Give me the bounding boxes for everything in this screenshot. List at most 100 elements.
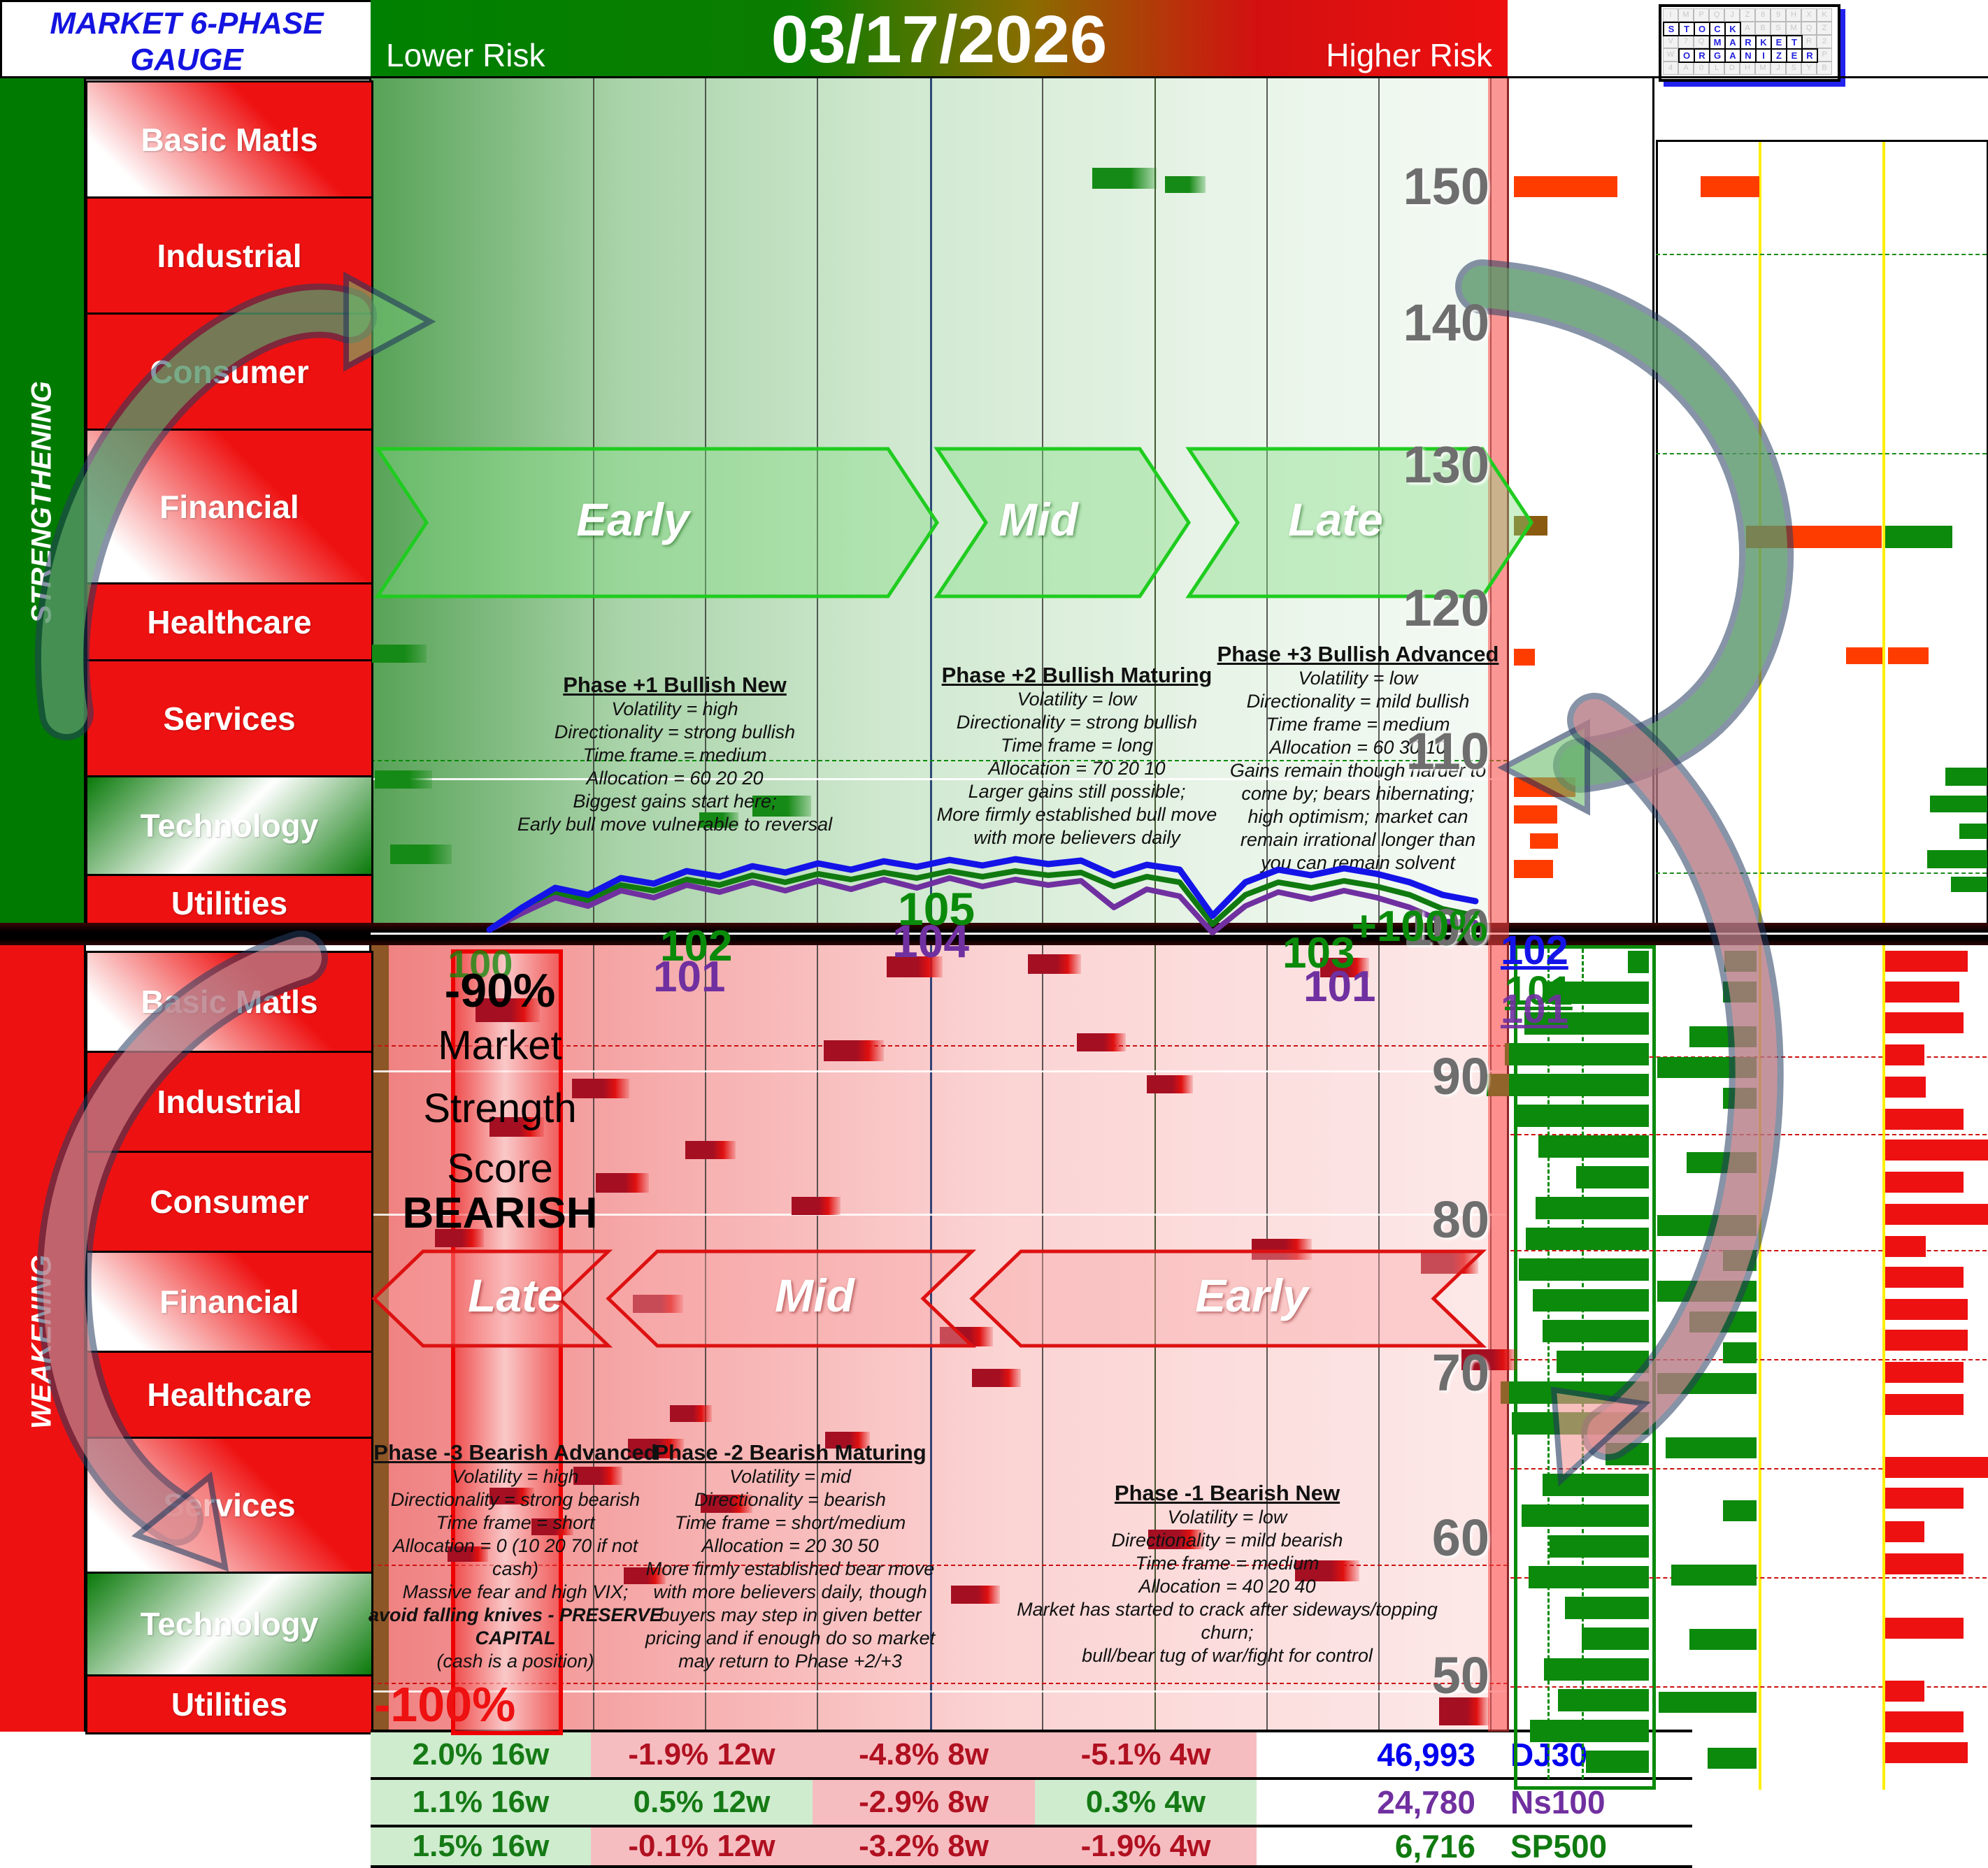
axis-tick-90: 90 [1431,1047,1489,1105]
sector-label: Industrial [157,237,302,274]
table-row-dj30-cell: 2.0% 16w [371,1732,591,1777]
logo-filler-tile: P [1694,8,1709,22]
logo-letter-tile: R [1694,48,1710,63]
axis-tick-50: 50 [1431,1646,1489,1704]
grid-white-2 [371,1214,1508,1216]
sidebar-sector-weakening-basic-matls: Basic Matls [85,951,373,1053]
phase-block-line: CAPITAL [475,1627,556,1648]
axis-tick-60: 60 [1431,1509,1489,1567]
panel-bar [1701,176,1759,197]
logo-filler-tile: 4 [1663,62,1678,75]
phase-block-line: buyers may step in given better [659,1604,922,1625]
page-title-line1: MARKET 6-PHASE [50,6,324,41]
momentum-bar-red [1077,1033,1126,1051]
logo-filler-tile: 2 [1817,35,1832,48]
breadth-bar-red [1885,1236,1926,1257]
panel-dash-green [1656,453,1987,454]
panel-bar [1514,860,1553,878]
grid-dash-green [371,760,1508,761]
sector-label: Industrial [157,1084,302,1120]
breadth-bar-green [1689,1312,1757,1332]
phase-block-line: Time frame = short [436,1511,595,1533]
breadth-bar-red [1885,1521,1924,1542]
sector-strength-bar-green [1529,1566,1649,1588]
momentum-bar-green [1092,168,1157,189]
logo-letter-tile: R [1801,48,1818,63]
breadth-bar-red [1885,1394,1964,1415]
phase-block-line: Directionality = strong bearish [390,1488,641,1510]
logo-filler-tile: H [1740,62,1755,75]
momentum-bar-red [531,1518,573,1535]
phase-block-line: Directionality = bearish [694,1488,886,1510]
sidebar-sector-weakening-utilities: Utilities [85,1674,373,1734]
logo-filler-tile: R [1801,35,1817,48]
breadth-bar-red [1885,1681,1924,1702]
breadth-bar-red [1885,1044,1924,1065]
phase-block-line: Volatility = high [611,698,738,719]
bull-phase-block: Phase +2 Bullish Maturing Volatility = lo… [909,663,1245,849]
grid-dash-red [371,1683,1508,1684]
bear-band-label-mid: Mid [775,1270,854,1321]
logo-filler-tile: B [1755,22,1771,35]
sector-strength-bar-green [1501,1381,1649,1404]
breadth-bar-green [1689,1026,1757,1047]
sector-strength-bar-green [1550,1535,1649,1558]
logo-letter-tile: C [1709,22,1726,36]
momentum-bar-red [1421,1253,1478,1274]
table-row-dj30-cell: -5.1% 4w [1035,1732,1257,1777]
table-row-ns100-label: Ns100 [1510,1784,1606,1820]
phase-block-line: Gains remain though harder to [1229,759,1487,781]
sector-label: Basic Matls [141,984,318,1020]
logo-filler-tile: Q [1694,35,1709,48]
table-row-dj30-cell: -1.9% 12w [591,1732,813,1777]
panel-bar [1746,526,1882,548]
panel-bar [1514,516,1547,536]
logo-letter-tile: G [1709,48,1726,63]
line-value-label: 101 [1505,968,1573,1014]
panel-dash-green [1656,254,1987,255]
panel-bar [1885,526,1952,548]
momentum-bar-green [752,796,811,817]
sector-strength-bar-green [1505,1043,1649,1065]
minus-100-label: -100% [374,1677,516,1732]
sector-strength-bar-green [1538,1135,1649,1158]
logo-letter-tile: M [1709,35,1726,50]
sector-label: Technology [140,1606,319,1642]
table-row-border [371,1825,1692,1827]
logo-letter-tile: K [1755,35,1772,50]
breadth-bar-green [1723,982,1757,1003]
sidebar-sector-weakening-financial: Financial [85,1251,373,1353]
phase-block-line: bull/bear tug of war/fight for control [1082,1644,1373,1666]
phase-block-line: avoid falling knives - PRESERVE [368,1604,663,1625]
sector-strength-bar-green [1487,1074,1649,1096]
bull-band-label-early: Early [576,494,689,545]
momentum-bar-red [633,1295,683,1313]
breadth-bar-red [1885,1299,1968,1320]
strengthening-label: STRENGTHENING [26,381,57,624]
phase-block-line: Larger gains still possible; [968,780,1186,802]
logo-filler-tile: L [1709,62,1724,75]
phase-block-line: high optimism; market can [1247,805,1468,827]
table-row-dj30-cell: -4.8% 8w [813,1732,1035,1777]
lower-risk-label: Lower Risk [386,37,545,73]
logo-filler-tile: W [1663,48,1678,62]
logo-filler-tile: Q [1801,22,1817,35]
momentum-bar-red [1461,1349,1517,1370]
logo-filler-tile: A [1740,22,1755,35]
momentum-bar-red [685,1141,736,1159]
sector-strength-bar-green [1517,1105,1649,1127]
higher-risk-label: Higher Risk [1326,37,1492,73]
phase-block-line: with more believers daily [973,826,1180,848]
momentum-bar-green [1165,176,1206,193]
breadth-bar-green [1687,1152,1757,1173]
grid-white-1 [371,778,1508,780]
breadth-bar-green [1723,1342,1757,1363]
breadth-bar-red [1885,1711,1964,1732]
panel-bar [1959,824,1987,839]
sector-label: Technology [140,807,319,844]
breadth-bar-red [1885,1172,1964,1193]
sector-strength-bar-green [1628,951,1649,973]
sector-strength-bar-green [1565,1597,1649,1619]
sidebar-sector-weakening-consumer: Consumer [85,1151,373,1253]
